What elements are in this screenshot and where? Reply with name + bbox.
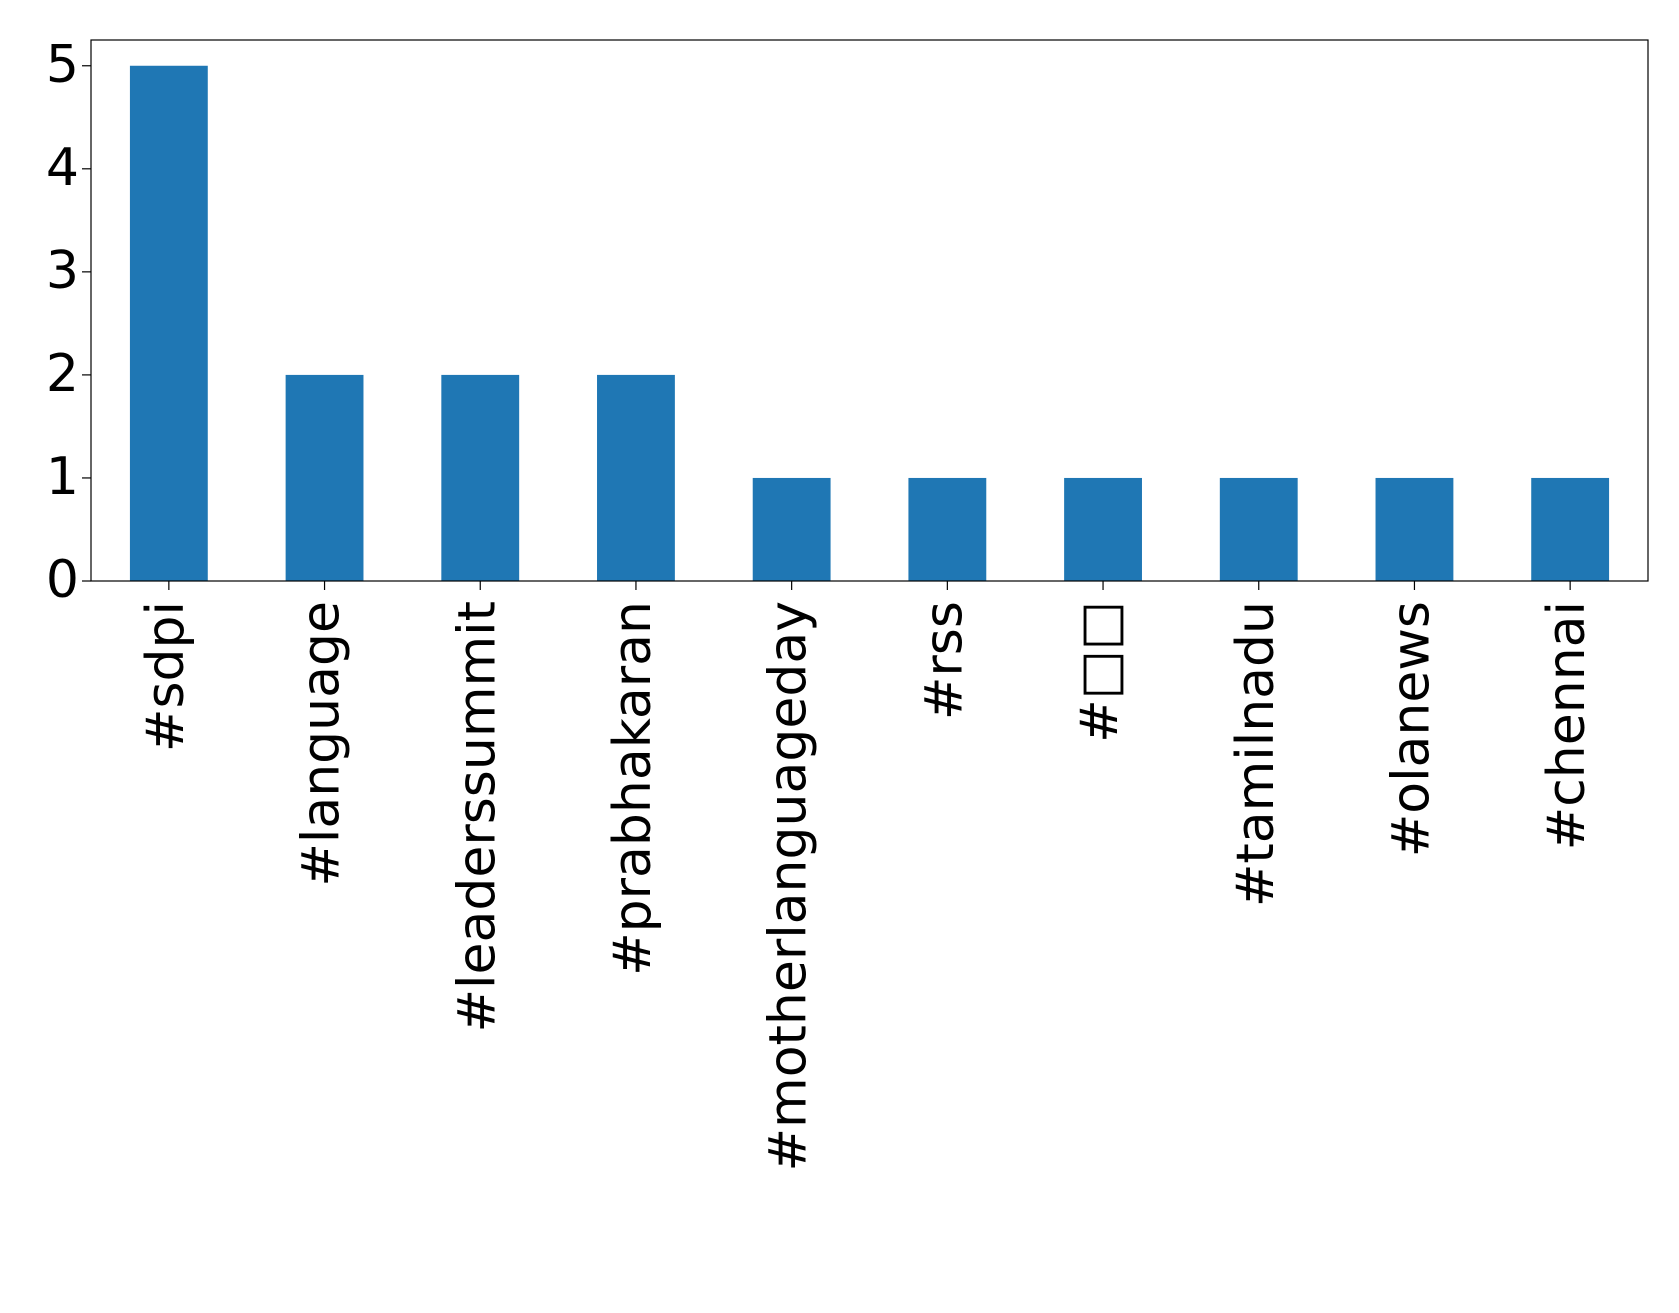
bar [441,374,520,581]
y-tick-label: 5 [46,35,79,95]
x-tick-label: #sdpi [136,601,196,752]
x-tick-label: #olanews [1381,601,1441,857]
bar [752,477,831,581]
y-tick-label: 3 [46,241,79,301]
x-tick-label: #leaderssummit [447,601,507,1033]
x-tick-label: #□□ [1070,601,1130,743]
bar [285,374,364,581]
y-tick-label: 0 [46,550,79,610]
x-tick-label: #chennai [1537,601,1597,850]
y-tick-label: 2 [46,344,79,404]
x-tick-label: #motherlanguageday [759,601,819,1172]
bar [1064,477,1142,581]
bar [1219,477,1298,581]
x-tick-label: #language [292,601,352,887]
bar [908,477,987,581]
y-tick-label: 1 [46,447,79,507]
bar [1375,477,1454,581]
x-tick-label: #prabhakaran [603,601,663,976]
plot-frame [90,39,1649,582]
bar [1531,477,1610,581]
x-tick-label: #tamilnadu [1226,601,1286,907]
bar [129,65,208,581]
y-tick-label: 4 [46,138,79,198]
bar [597,374,675,581]
x-tick-label: #rss [914,601,974,720]
